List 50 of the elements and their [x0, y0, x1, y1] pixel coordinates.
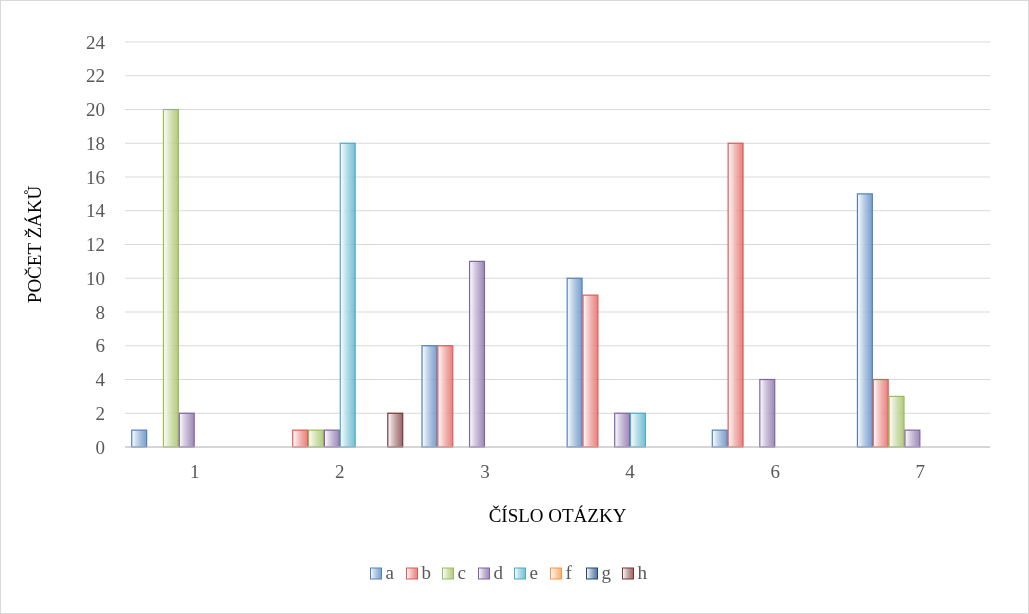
y-tick-label: 18: [86, 132, 105, 154]
legend-label: b: [421, 562, 431, 583]
bar: [759, 378, 776, 448]
bar: [614, 412, 631, 448]
bar: [904, 429, 921, 448]
x-tick-label: 7: [915, 461, 926, 482]
y-tick-label: 2: [95, 402, 105, 424]
y-tick-label: 14: [86, 200, 106, 222]
y-tick-label: 10: [86, 267, 105, 289]
legend-label: e: [529, 562, 538, 583]
bar: [162, 108, 179, 448]
legend-label: a: [385, 562, 395, 583]
x-tick-label: 4: [625, 461, 636, 482]
bar: [582, 294, 599, 448]
bar: [292, 429, 309, 448]
legend-label: f: [565, 562, 573, 583]
x-axis-title: ČÍSLO OTÁZKY: [488, 505, 627, 526]
y-axis-title: POČET ŽÁKŮ: [24, 185, 45, 304]
x-tick-label: 1: [189, 461, 200, 482]
y-tick-label: 16: [86, 166, 105, 188]
legend-label: g: [601, 562, 612, 583]
bar: [629, 412, 647, 448]
x-tick-label: 2: [335, 461, 345, 482]
bar: [307, 429, 325, 448]
y-tick-label: 8: [95, 301, 105, 323]
bar: [566, 277, 583, 448]
bar: [323, 429, 340, 448]
bar: [888, 395, 905, 448]
legend-label: d: [493, 562, 504, 583]
bar: [339, 142, 356, 448]
y-tick-label: 22: [86, 65, 105, 87]
bar: [872, 378, 889, 448]
bar: [131, 429, 148, 448]
bar: [178, 412, 195, 448]
legend-label: c: [457, 562, 466, 583]
bar: [437, 345, 454, 448]
x-tick-label: 6: [770, 461, 780, 482]
y-tick-label: 20: [86, 99, 105, 121]
y-tick-label: 24: [86, 31, 106, 53]
legend-label: h: [637, 562, 648, 583]
y-tick-label: 0: [95, 436, 105, 458]
y-tick-label: 12: [86, 234, 105, 256]
bar: [421, 345, 438, 448]
bar: [856, 193, 873, 448]
bar: [727, 142, 744, 448]
y-tick-label: 6: [95, 335, 105, 357]
x-tick-label: 3: [480, 461, 490, 482]
bar: [387, 412, 404, 448]
bar: [468, 260, 486, 448]
y-tick-label: 4: [95, 369, 106, 391]
